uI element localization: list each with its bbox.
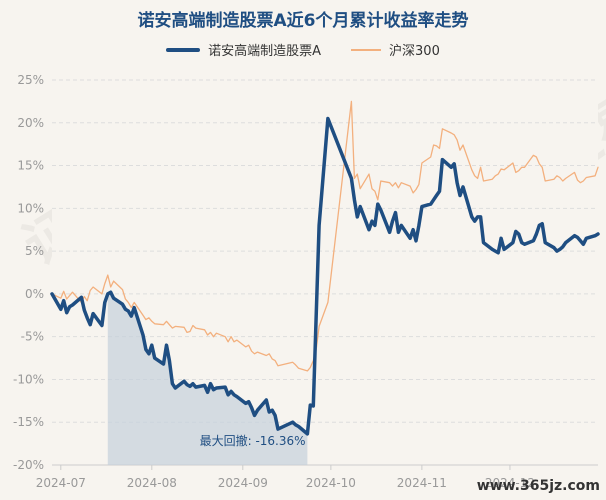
x-tick-label: 2024-11 (397, 476, 447, 490)
max-drawdown-label: 最大回撤: -16.36% (200, 433, 306, 448)
y-tick-label: -15% (13, 415, 44, 429)
legend-swatch-index (351, 48, 382, 51)
legend-swatch-fund (166, 47, 201, 52)
legend: 诺安高端制造股票A 沪深300 (0, 40, 606, 59)
y-tick-label: -20% (13, 458, 44, 472)
legend-label-fund: 诺安高端制造股票A (208, 44, 322, 59)
y-tick-label: 25% (17, 73, 44, 87)
series-line-index (51, 100, 599, 372)
site-label: www.365jz.com (476, 478, 600, 494)
x-tick-label: 2024-12 (485, 476, 535, 490)
legend-item-fund[interactable]: 诺安高端制造股票A (166, 40, 321, 59)
chart-title: 诺安高端制造股票A近6个月累计收益率走势 (137, 11, 469, 31)
y-tick-label: 15% (17, 159, 44, 173)
y-tick-label: 10% (17, 201, 44, 215)
series-line-fund (50, 116, 600, 436)
max-drawdown-area (107, 292, 308, 465)
legend-item-index[interactable]: 沪深300 (351, 40, 440, 59)
y-tick-label: -10% (13, 372, 44, 386)
y-tick-label: 5% (25, 244, 44, 258)
y-tick-label: 0% (25, 287, 44, 301)
y-tick-label: 20% (17, 116, 44, 130)
x-tick-label: 2024-09 (218, 476, 268, 490)
x-tick-label: 2024-07 (36, 476, 86, 490)
y-tick-label: -5% (21, 330, 44, 344)
x-tick-label: 2024-08 (127, 476, 177, 490)
x-tick-label: 2024-10 (306, 476, 356, 490)
legend-label-index: 沪深300 (389, 44, 440, 59)
